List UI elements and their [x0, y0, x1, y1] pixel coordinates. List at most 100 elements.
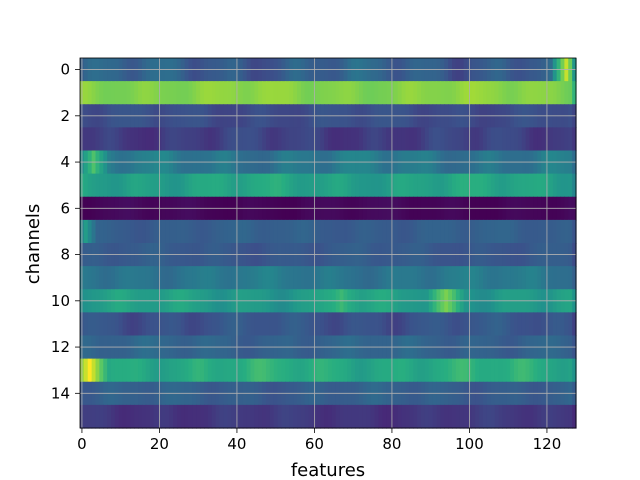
- heatmap-cell: [401, 312, 407, 337]
- heatmap-cell: [130, 173, 135, 198]
- heatmap-cell: [374, 173, 379, 198]
- heatmap-cell: [393, 219, 399, 244]
- heatmap-cell: [560, 81, 565, 105]
- heatmap-cell: [219, 127, 224, 152]
- heatmap-cell: [145, 266, 151, 290]
- heatmap-cell: [250, 312, 255, 337]
- heatmap-cell: [238, 81, 244, 105]
- heatmap-cell: [153, 358, 159, 383]
- heatmap-cell: [366, 358, 372, 383]
- heatmap-cell: [153, 266, 159, 290]
- heatmap-cell: [328, 81, 333, 105]
- heatmap-cell: [378, 173, 383, 198]
- heatmap-cell: [266, 81, 271, 105]
- heatmap-cell: [99, 81, 104, 105]
- heatmap-cell: [293, 219, 298, 244]
- heatmap-cell: [281, 404, 286, 429]
- heatmap-cell: [347, 127, 352, 152]
- heatmap-cell: [459, 312, 465, 337]
- heatmap-cell: [103, 127, 108, 152]
- heatmap-cell: [134, 127, 139, 152]
- heatmap-cell: [343, 358, 348, 383]
- heatmap-cell: [300, 81, 306, 105]
- heatmap-cell: [409, 81, 414, 105]
- heatmap-cell: [297, 312, 302, 337]
- heatmap-cell: [320, 173, 325, 198]
- heatmap-cell: [188, 173, 193, 198]
- heatmap-cell: [297, 81, 302, 105]
- heatmap-cell: [285, 312, 290, 337]
- heatmap-cell: [339, 312, 345, 337]
- heatmap-cell: [149, 173, 155, 198]
- heatmap-cell: [107, 312, 112, 337]
- heatmap-cell: [517, 312, 523, 337]
- heatmap-cell: [328, 358, 333, 383]
- heatmap-cell: [517, 219, 523, 244]
- heatmap-cell: [572, 219, 577, 244]
- heatmap-cell: [486, 358, 492, 383]
- heatmap-cell: [401, 404, 407, 429]
- heatmap-cell: [134, 266, 139, 290]
- heatmap-cell: [405, 404, 410, 429]
- y-tick-label: 12: [51, 338, 70, 356]
- heatmap-cell: [548, 358, 554, 383]
- heatmap-cell: [114, 81, 120, 105]
- heatmap-cell: [479, 404, 484, 429]
- heatmap-cell: [521, 219, 527, 244]
- heatmap-cell: [308, 173, 314, 198]
- heatmap-cell: [138, 173, 143, 198]
- heatmap-cell: [548, 81, 554, 105]
- heatmap-cell: [266, 173, 271, 198]
- heatmap-cell: [541, 312, 546, 337]
- heatmap-cell: [246, 312, 252, 337]
- heatmap-cell: [564, 219, 569, 244]
- heatmap-cell: [424, 266, 430, 290]
- heatmap-cell: [529, 81, 534, 105]
- heatmap-cell: [258, 266, 263, 290]
- heatmap-cell: [200, 81, 205, 105]
- heatmap-cell: [192, 173, 197, 198]
- heatmap-cell: [552, 404, 558, 429]
- heatmap-cell: [401, 127, 407, 152]
- heatmap-cell: [498, 404, 503, 429]
- heatmap-cell: [142, 81, 147, 105]
- heatmap-cell: [91, 173, 97, 198]
- heatmap-cell: [502, 173, 507, 198]
- y-axis-ticks: 0 2 4 6 8 10 12 14: [51, 61, 80, 402]
- heatmap-cell: [343, 404, 348, 429]
- heatmap-cell: [436, 404, 441, 429]
- heatmap-cell: [308, 266, 314, 290]
- heatmap-cell: [525, 266, 531, 290]
- heatmap-cell: [355, 404, 360, 429]
- heatmap-cell: [204, 219, 209, 244]
- heatmap-cell: [277, 173, 283, 198]
- heatmap-cell: [227, 358, 232, 383]
- heatmap-cell: [417, 173, 422, 198]
- heatmap-cell: [552, 81, 558, 105]
- heatmap-cell: [180, 358, 186, 383]
- heatmap-cell: [277, 81, 283, 105]
- heatmap-cell: [448, 127, 453, 152]
- heatmap-cell: [564, 404, 569, 429]
- heatmap-cell: [122, 127, 128, 152]
- heatmap-cell: [568, 81, 573, 105]
- heatmap-cell: [432, 358, 438, 383]
- heatmap-cell: [161, 404, 166, 429]
- heatmap-cell: [483, 404, 488, 429]
- heatmap-cell: [362, 127, 368, 152]
- heatmap-cell: [413, 127, 418, 152]
- heatmap-cell: [320, 219, 325, 244]
- heatmap-cell: [207, 81, 213, 105]
- heatmap-cell: [180, 81, 186, 105]
- heatmap-cell: [173, 219, 178, 244]
- heatmap-cell: [510, 358, 515, 383]
- heatmap-cell: [188, 266, 193, 290]
- heatmap-cell: [196, 312, 201, 337]
- heatmap-cell: [99, 173, 104, 198]
- heatmap-cell: [138, 404, 143, 429]
- heatmap-cell: [266, 358, 271, 383]
- heatmap-cell: [176, 266, 182, 290]
- heatmap-cell: [572, 358, 577, 383]
- heatmap-cell: [242, 404, 248, 429]
- heatmap-cell: [378, 404, 383, 429]
